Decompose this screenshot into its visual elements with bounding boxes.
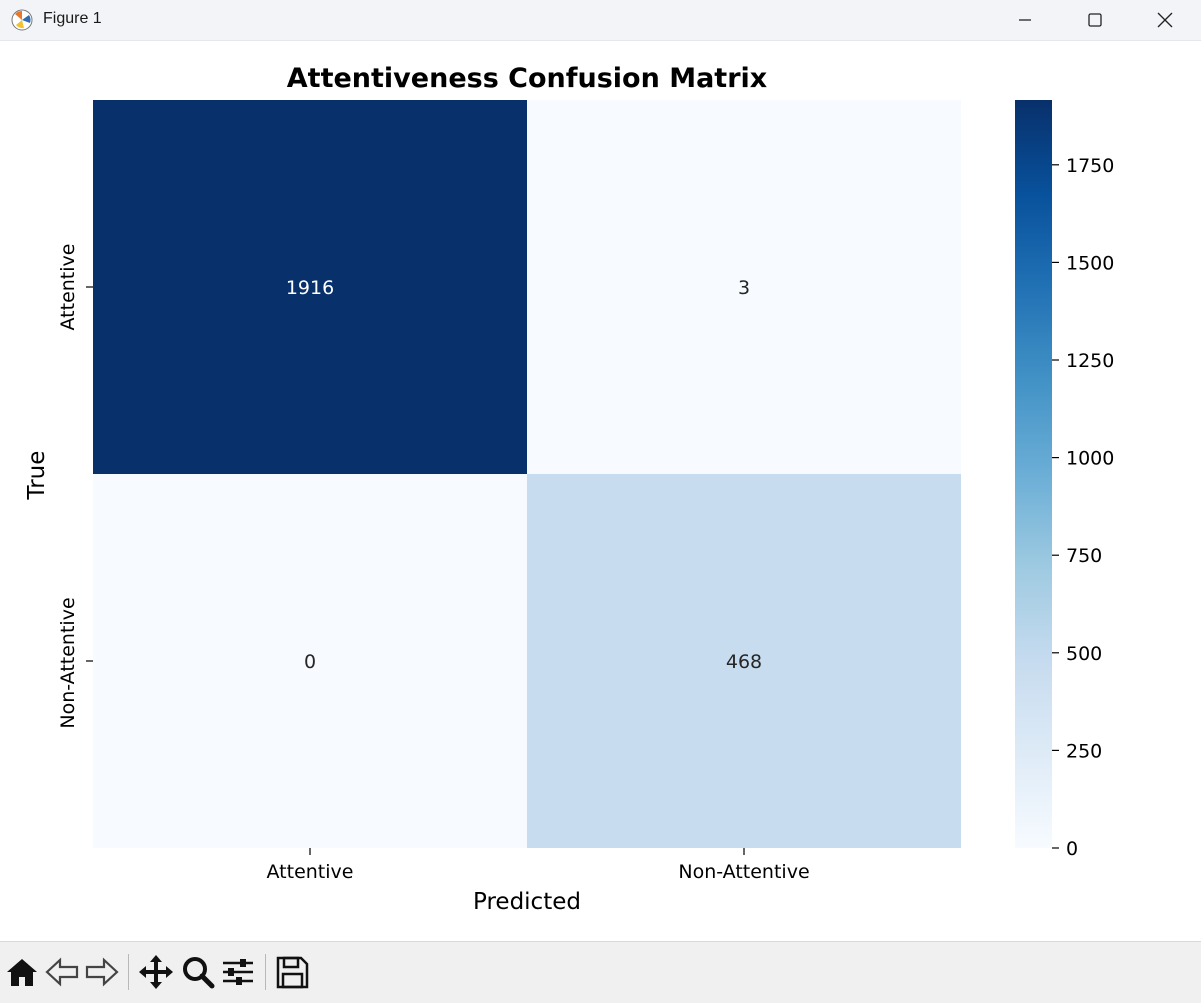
colorbar-tick-label: 1000: [1066, 448, 1114, 470]
y-tick-label: Non-Attentive: [57, 597, 79, 728]
toolbar-separator: [128, 954, 129, 990]
maximize-button[interactable]: [1060, 0, 1130, 40]
configure-subplots-icon: [223, 959, 253, 985]
window-title: Figure 1: [43, 10, 102, 27]
colorbar-tick-label: 1250: [1066, 350, 1114, 372]
back-icon: [45, 957, 79, 987]
close-icon: [1157, 12, 1173, 28]
heatmap-cell: [527, 474, 961, 848]
configure-subplots-button[interactable]: [219, 950, 257, 994]
cell-value-label: 3: [738, 277, 750, 299]
toolbar-separator: [265, 954, 266, 990]
matplotlib-icon: [11, 9, 33, 31]
colorbar-tick-label: 500: [1066, 643, 1102, 665]
colorbar-tick-label: 1500: [1066, 252, 1114, 274]
figure-canvas[interactable]: Attentiveness Confusion Matrix 1916 3 0 468…: [0, 41, 1201, 941]
navigation-toolbar: [0, 941, 1201, 1003]
save-button[interactable]: [273, 950, 311, 994]
home-button[interactable]: [3, 950, 41, 994]
cell-value-label: 468: [726, 651, 762, 673]
forward-button[interactable]: [83, 950, 121, 994]
heatmap-cell: [527, 100, 961, 474]
minimize-button[interactable]: [990, 0, 1060, 40]
close-button[interactable]: [1130, 0, 1200, 40]
forward-icon: [85, 957, 119, 987]
colorbar-tick-label: 0: [1066, 838, 1078, 860]
colorbar-tick-label: 750: [1066, 545, 1102, 567]
back-button[interactable]: [43, 950, 81, 994]
save-icon: [276, 956, 309, 989]
chart-title: Attentiveness Confusion Matrix: [287, 63, 767, 94]
cell-value-label: 0: [304, 651, 316, 673]
pan-button[interactable]: [137, 950, 175, 994]
colorbar-tick-label: 1750: [1066, 155, 1114, 177]
zoom-icon: [183, 957, 215, 989]
colorbar-tick-label: 250: [1066, 740, 1102, 762]
x-axis-label: Predicted: [473, 889, 581, 915]
cell-value-label: 1916: [286, 277, 334, 299]
minimize-icon: [1019, 19, 1031, 21]
x-tick-label: Non-Attentive: [678, 861, 809, 883]
colorbar: [1015, 100, 1052, 848]
zoom-button[interactable]: [179, 950, 217, 994]
window-titlebar: Figure 1: [0, 0, 1201, 41]
pan-icon: [139, 955, 173, 989]
y-axis-label: True: [24, 451, 50, 501]
home-icon: [7, 959, 37, 986]
y-tick-label: Attentive: [57, 244, 79, 331]
x-tick-label: Attentive: [267, 861, 354, 883]
heatmap-cell: [93, 474, 527, 848]
confusion-matrix-chart: Attentiveness Confusion Matrix 1916 3 0 468…: [24, 63, 1114, 915]
maximize-icon: [1088, 13, 1102, 27]
heatmap-cell: [93, 100, 527, 474]
